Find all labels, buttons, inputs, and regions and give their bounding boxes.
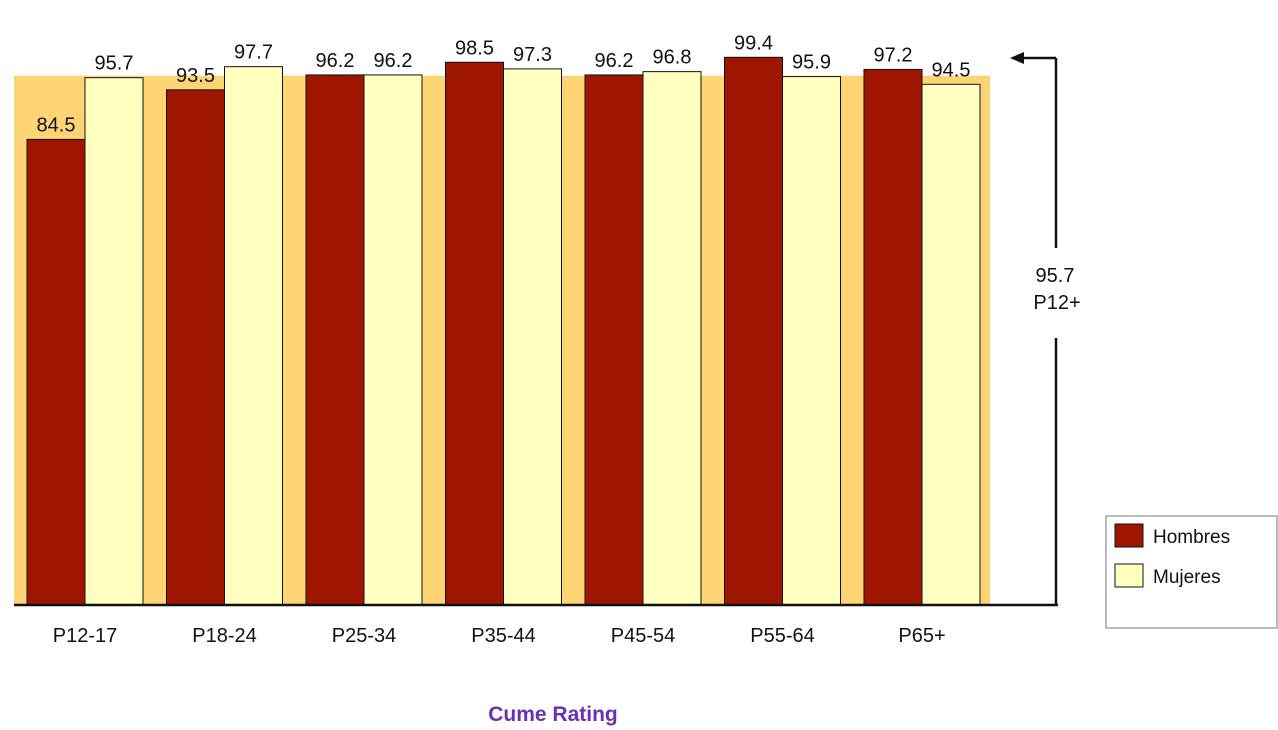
legend-swatch-mujeres <box>1114 563 1144 588</box>
bar-value-label: 95.7 <box>95 53 134 75</box>
x-tick-label: P18-24 <box>192 625 257 647</box>
legend: Hombres Mujeres <box>1105 515 1278 629</box>
overall-indicator: 95.7 P12+ <box>1010 52 1081 605</box>
bar-mujeres-p18-24 <box>224 66 283 606</box>
x-tick-label: P55-64 <box>750 625 815 647</box>
legend-label-hombres: Hombres <box>1153 527 1230 548</box>
arrow-head-icon <box>1010 52 1024 64</box>
bar-value-label: 84.5 <box>37 114 76 136</box>
bar-hombres-p25-34 <box>305 74 365 606</box>
bar-hombres-p55-64 <box>724 56 783 606</box>
bar-hombres-p35-44 <box>445 61 504 606</box>
x-tick-label: P65+ <box>898 625 945 647</box>
x-tick-label: P45-54 <box>611 625 676 647</box>
bar-value-label: 96.2 <box>595 50 634 72</box>
bar-mujeres-p55-64 <box>782 76 841 606</box>
legend-box <box>1105 515 1278 629</box>
bar-value-label: 95.9 <box>792 52 831 74</box>
legend-swatch-hombres <box>1114 523 1144 548</box>
bar-mujeres-p65+ <box>921 83 981 606</box>
x-tick-labels: P12-17 P18-24 P25-34 P35-44 P45-54 P55-64 P65+ <box>53 625 946 647</box>
overall-label: P12+ <box>1033 292 1080 314</box>
x-tick-label: P35-44 <box>471 625 536 647</box>
x-tick-label: P12-17 <box>53 625 118 647</box>
bar-value-label: 97.3 <box>513 44 552 66</box>
bar-value-label: 97.2 <box>874 44 913 66</box>
bar-hombres-p45-54 <box>584 74 644 606</box>
bar-value-label: 94.5 <box>932 59 971 81</box>
bar-value-label: 96.2 <box>374 50 413 72</box>
bar-mujeres-p45-54 <box>642 71 702 606</box>
bar-value-label: 96.8 <box>653 47 692 69</box>
bar-value-label: 98.5 <box>455 37 494 59</box>
bar-value-label: 99.4 <box>734 32 773 54</box>
chart-title: Cume Rating <box>488 703 618 726</box>
bar-value-label: 96.2 <box>316 50 355 72</box>
bar-mujeres-p25-34 <box>363 74 423 606</box>
x-tick-label: P25-34 <box>332 625 397 647</box>
bar-value-label: 97.7 <box>234 42 273 64</box>
bar-value-label: 93.5 <box>176 65 215 87</box>
bar-hombres-p12-17 <box>26 138 86 606</box>
bar-mujeres-p12-17 <box>84 77 144 606</box>
bars-layer: 84.5 95.7 93.5 97.7 96.2 96.2 98.5 97.3 96.2 96.8… <box>26 32 981 606</box>
overall-value: 95.7 <box>1036 265 1075 287</box>
bar-mujeres-p35-44 <box>503 68 562 606</box>
bar-hombres-p65+ <box>863 68 923 606</box>
legend-label-mujeres: Mujeres <box>1153 567 1221 588</box>
bar-hombres-p18-24 <box>166 89 225 606</box>
